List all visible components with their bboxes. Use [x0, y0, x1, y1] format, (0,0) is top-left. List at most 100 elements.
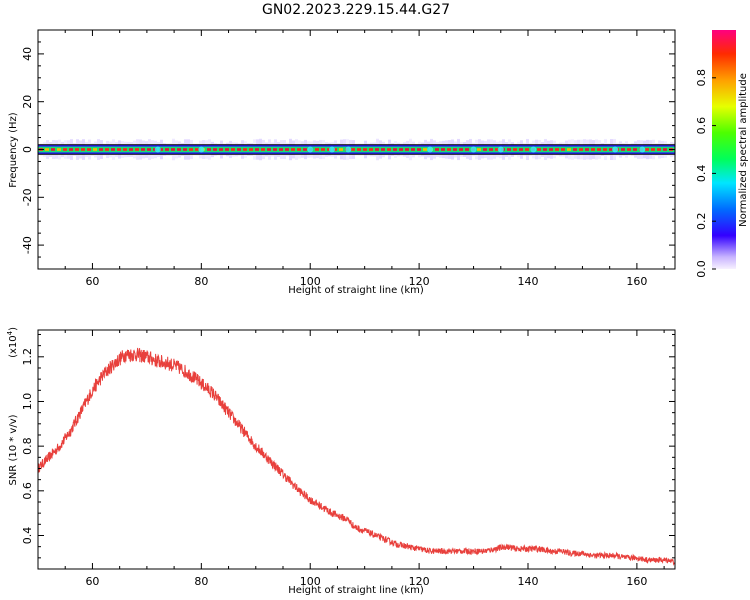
colorbar-tick-label: 0.0	[695, 260, 708, 278]
heatmap-cell	[417, 148, 421, 151]
spectrogram-panel: 60 80 100 120 140 160 -40 -20 0 20 40 Height of st…	[8, 29, 676, 296]
colorbar-tick-label: 0.4	[695, 165, 708, 183]
heatmap-cell	[561, 148, 565, 151]
heatmap-cell	[441, 148, 445, 151]
y-tick-label: 40	[21, 47, 34, 61]
heatmap-cell	[279, 148, 283, 151]
heatmap-cell	[621, 148, 625, 151]
y-tick-label: 0	[21, 146, 34, 153]
heatmap-cell	[261, 148, 265, 151]
heatmap-cell	[117, 148, 121, 151]
heatmap-cell	[237, 148, 241, 151]
x-tick-label: 80	[194, 275, 208, 288]
colorbar-ticks: 0.0 0.2 0.4 0.6 0.8	[695, 69, 716, 278]
heatmap-cell	[249, 148, 253, 151]
heatmap-cell	[255, 148, 259, 151]
snr-ylabel: SNR (10 * v/v)	[8, 414, 19, 485]
heatmap-cell	[537, 148, 541, 151]
colorbar-tick-label: 0.2	[695, 212, 708, 230]
x-tick-label: 160	[626, 275, 647, 288]
y-tick-label: -40	[21, 236, 34, 254]
heatmap-cell	[519, 148, 523, 151]
y-tick-label: 0.6	[21, 482, 34, 500]
heatmap-cell	[307, 146, 314, 153]
heatmap-cell	[645, 148, 649, 151]
heatmap-cell	[213, 148, 217, 151]
x-tick-label: 140	[518, 275, 539, 288]
heatmap-cell	[639, 146, 646, 153]
x-tick-label: 100	[300, 275, 321, 288]
heatmap-cell	[219, 148, 223, 151]
heatmap-cell	[411, 148, 415, 151]
heatmap-cell	[351, 148, 355, 151]
y-tick-label: 20	[21, 95, 34, 109]
spectrogram-xlabel: Height of straight line (km)	[288, 285, 424, 296]
heatmap-cell	[177, 148, 181, 151]
heatmap-cell	[483, 148, 487, 151]
heatmap-cell	[555, 148, 559, 151]
heatmap-cell	[585, 148, 589, 151]
svg-text:(x104): (x104)	[6, 327, 19, 358]
spectrogram-frame	[37, 29, 676, 270]
heatmap-cell	[315, 148, 319, 151]
heatmap-cell	[321, 148, 325, 151]
heatmap-cell	[435, 148, 439, 151]
snr-panel: 60 80 100 120 140 160 0.4 0.6 0.8 1.0 1.2 Height o…	[6, 327, 676, 596]
heatmap-cell	[427, 146, 433, 153]
heatmap-cell	[579, 148, 583, 151]
x-tick-label: 60	[85, 275, 99, 288]
heatmap-cell	[477, 148, 481, 151]
heatmap-cell	[363, 148, 367, 151]
heatmap-cell	[171, 148, 175, 151]
x-tick-label: 160	[626, 575, 647, 588]
x-tick-label: 60	[85, 575, 99, 588]
snr-multiplier-base: (x10	[8, 335, 19, 358]
heatmap-cell	[489, 148, 493, 151]
snr-series-line	[38, 347, 675, 566]
x-tick-label: 80	[194, 575, 208, 588]
heatmap-cell	[51, 148, 55, 151]
heatmap-cell	[105, 148, 109, 151]
heatmap-cell	[549, 148, 553, 151]
heatmap-cell	[612, 146, 619, 153]
heatmap-cell	[154, 146, 161, 153]
heatmap-cell	[195, 148, 199, 151]
heatmap-cell	[135, 148, 139, 151]
heatmap-cell	[375, 148, 379, 151]
heatmap-cell	[345, 146, 352, 153]
heatmap-cell	[87, 148, 91, 151]
heatmap-cell	[147, 148, 151, 151]
colorbar-label: Normalized spectral amplitude	[738, 73, 749, 227]
heatmap-cell	[369, 148, 373, 151]
heatmap-cell	[165, 148, 169, 151]
heatmap-cell	[231, 148, 235, 151]
heatmap-cell	[99, 148, 103, 151]
heatmap-cell	[507, 148, 511, 151]
heatmap-cell	[609, 148, 613, 151]
x-tick-label: 100	[300, 575, 321, 588]
heatmap-cell	[303, 148, 307, 151]
heatmap-cell	[111, 148, 115, 151]
heatmap-cell	[57, 148, 61, 151]
heatmap-cell	[267, 148, 271, 151]
heatmap-cell	[495, 148, 499, 151]
y-tick-label: 0.4	[21, 527, 34, 545]
heatmap-cell	[381, 148, 385, 151]
heatmap-cell	[339, 148, 343, 151]
heatmap-cell	[129, 148, 133, 151]
heatmap-cell	[525, 148, 529, 151]
heatmap-cell	[297, 148, 301, 151]
spectrogram-heatmap	[38, 138, 675, 161]
heatmap-cell	[393, 148, 397, 151]
heatmap-cell	[497, 146, 504, 153]
heatmap-cell	[399, 148, 403, 151]
heatmap-cell	[357, 148, 361, 151]
colorbar-gradient	[712, 30, 736, 269]
snr-multiplier: (x104)	[6, 327, 19, 358]
heatmap-cell	[657, 148, 661, 151]
heatmap-cell	[453, 148, 457, 151]
snr-frame	[37, 329, 676, 570]
heatmap-cell	[423, 148, 427, 151]
heatmap-cell	[225, 148, 229, 151]
y-tick-label: 0.8	[21, 437, 34, 455]
